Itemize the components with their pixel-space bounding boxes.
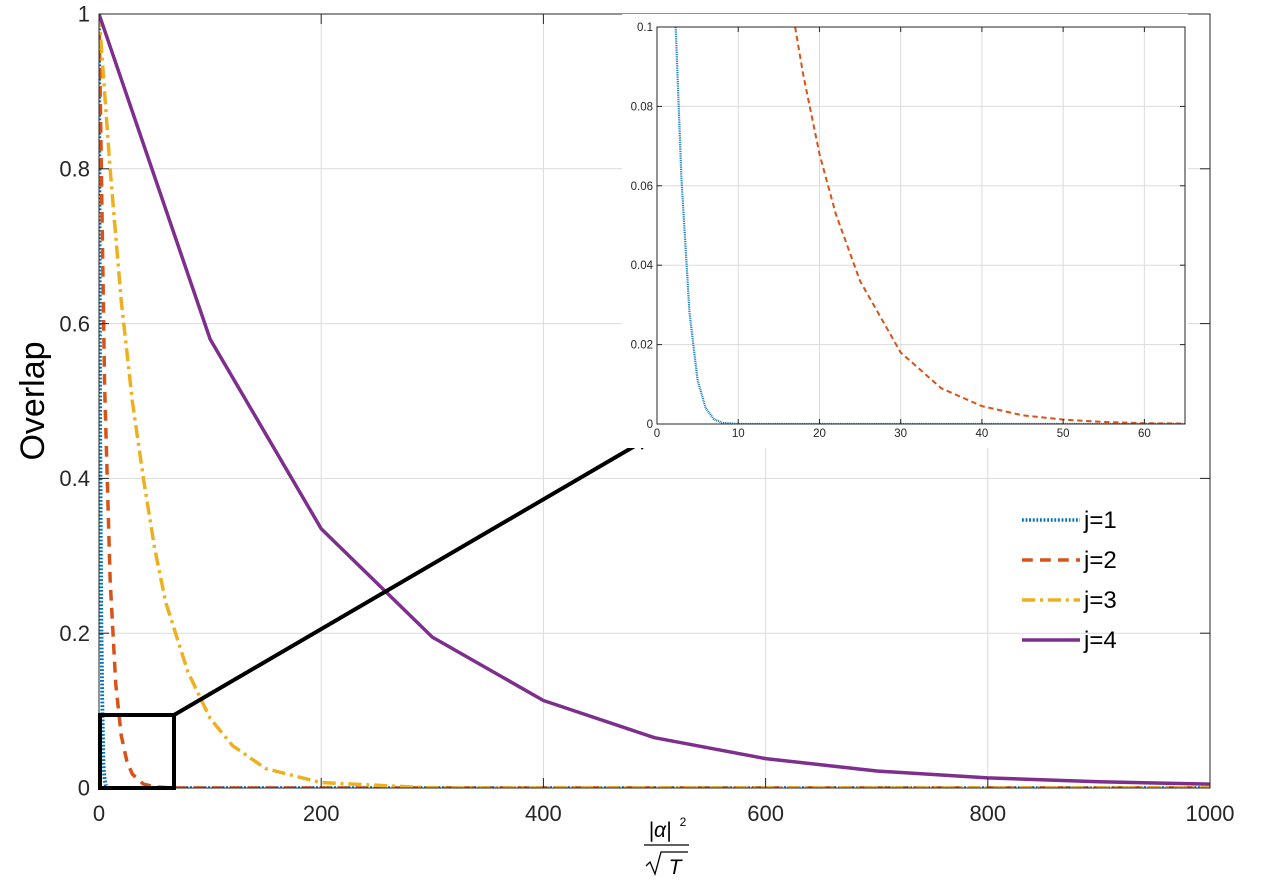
x-tick-label: 800 — [969, 801, 1006, 826]
inset-background — [622, 14, 1188, 448]
legend-label: j=3 — [1083, 587, 1117, 614]
y-tick-label: 0.8 — [59, 157, 90, 182]
x-tick-label: 50 — [1057, 428, 1070, 440]
y-tick-label: 0.02 — [631, 340, 653, 352]
legend: j=1 j=2 j=3 j=4 — [1022, 507, 1117, 654]
x-label-superscript: 2 — [680, 815, 687, 829]
y-tick-label: 0 — [647, 419, 653, 431]
x-tick-label: 600 — [747, 801, 784, 826]
y-tick-label: 1 — [78, 2, 90, 27]
x-label-numerator: |α| — [649, 819, 672, 842]
x-tick-label: 1000 — [1186, 801, 1235, 826]
sqrt-symbol — [645, 851, 688, 876]
x-tick-label: 40 — [976, 428, 989, 440]
x-tick-label: 30 — [894, 428, 907, 440]
inset-plot-frame — [656, 26, 1186, 425]
zoom-arrow-line — [172, 441, 642, 717]
x-tick-label: 400 — [525, 801, 562, 826]
series-line-j4 — [99, 14, 1210, 786]
y-tick-label: 0.4 — [59, 466, 90, 491]
legend-label: j=1 — [1083, 507, 1117, 534]
y-tick-label: 0.6 — [59, 311, 90, 336]
series-line-j2 — [794, 27, 1185, 424]
y-tick-label: 0 — [78, 776, 90, 801]
x-tick-label: 200 — [303, 801, 340, 826]
x-tick-label: 20 — [813, 428, 826, 440]
legend-label: j=2 — [1083, 547, 1117, 574]
inset-ticks: 0 10 20 30 40 50 60 0 0.02 0.04 0.06 0.08 0.1 — [631, 22, 1185, 440]
x-tick-label: 0 — [93, 801, 105, 826]
x-tick-label: 10 — [732, 428, 745, 440]
zoom-region-box — [98, 713, 176, 790]
series-line-j3 — [99, 14, 1210, 788]
x-tick-label: 0 — [654, 428, 660, 440]
x-tick-label: 60 — [1138, 428, 1151, 440]
y-tick-label: 0.06 — [631, 181, 653, 193]
legend-label: j=4 — [1083, 627, 1117, 654]
y-tick-label: 0.08 — [631, 101, 653, 113]
y-tick-label: 0.1 — [637, 22, 653, 34]
x-axis-label: |α| 2 T — [644, 815, 689, 879]
x-label-denominator: T — [669, 856, 684, 879]
y-axis-label: Overlap — [14, 341, 52, 460]
y-tick-label: 0.04 — [631, 260, 654, 272]
y-tick-label: 0.2 — [59, 621, 90, 646]
